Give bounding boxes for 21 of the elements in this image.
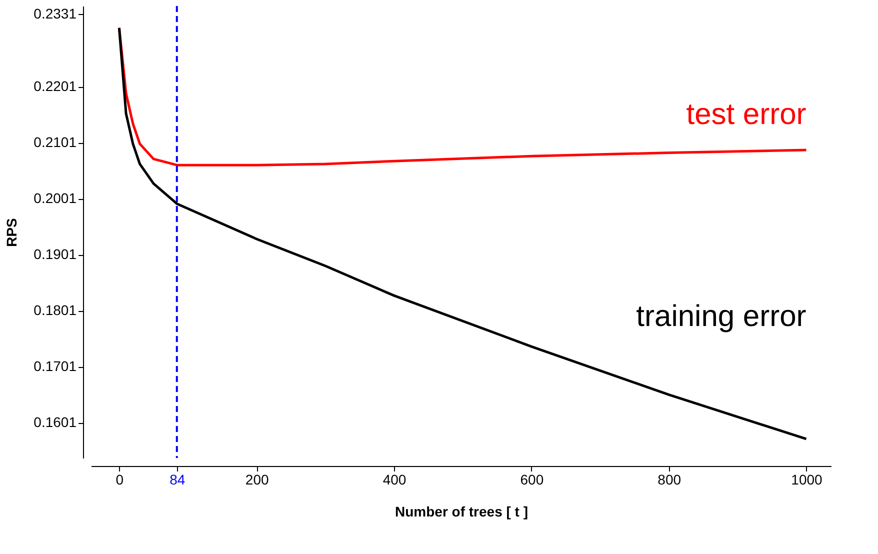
y-tick-label: 0.1801 xyxy=(34,302,77,318)
y-tick-label: 0.2201 xyxy=(34,78,77,94)
x-tick-label: 400 xyxy=(382,472,406,488)
y-tick-label: 0.1701 xyxy=(34,358,77,374)
y-tick-label: 0.2331 xyxy=(34,5,77,22)
x-tick-label: 600 xyxy=(520,472,544,488)
y-tick-label: 0.1601 xyxy=(34,414,77,430)
x-tick-label: 84 xyxy=(170,472,186,488)
x-tick-label: 800 xyxy=(658,472,682,488)
y-axis-title: RPS xyxy=(4,218,20,247)
y-tick-label: 0.2101 xyxy=(34,134,77,150)
line-series xyxy=(118,26,808,166)
line-series xyxy=(118,26,808,440)
x-tick-label: 0 xyxy=(116,472,124,488)
y-tick-label: 0.1901 xyxy=(34,246,77,262)
x-tick-label: 200 xyxy=(245,472,269,488)
x-axis-title: Number of trees [ t ] xyxy=(394,504,528,520)
series-label: training error xyxy=(636,300,806,333)
y-tick-label: 0.2001 xyxy=(34,190,77,206)
series-label: test error xyxy=(686,98,806,131)
x-tick-label: 1000 xyxy=(791,472,823,488)
